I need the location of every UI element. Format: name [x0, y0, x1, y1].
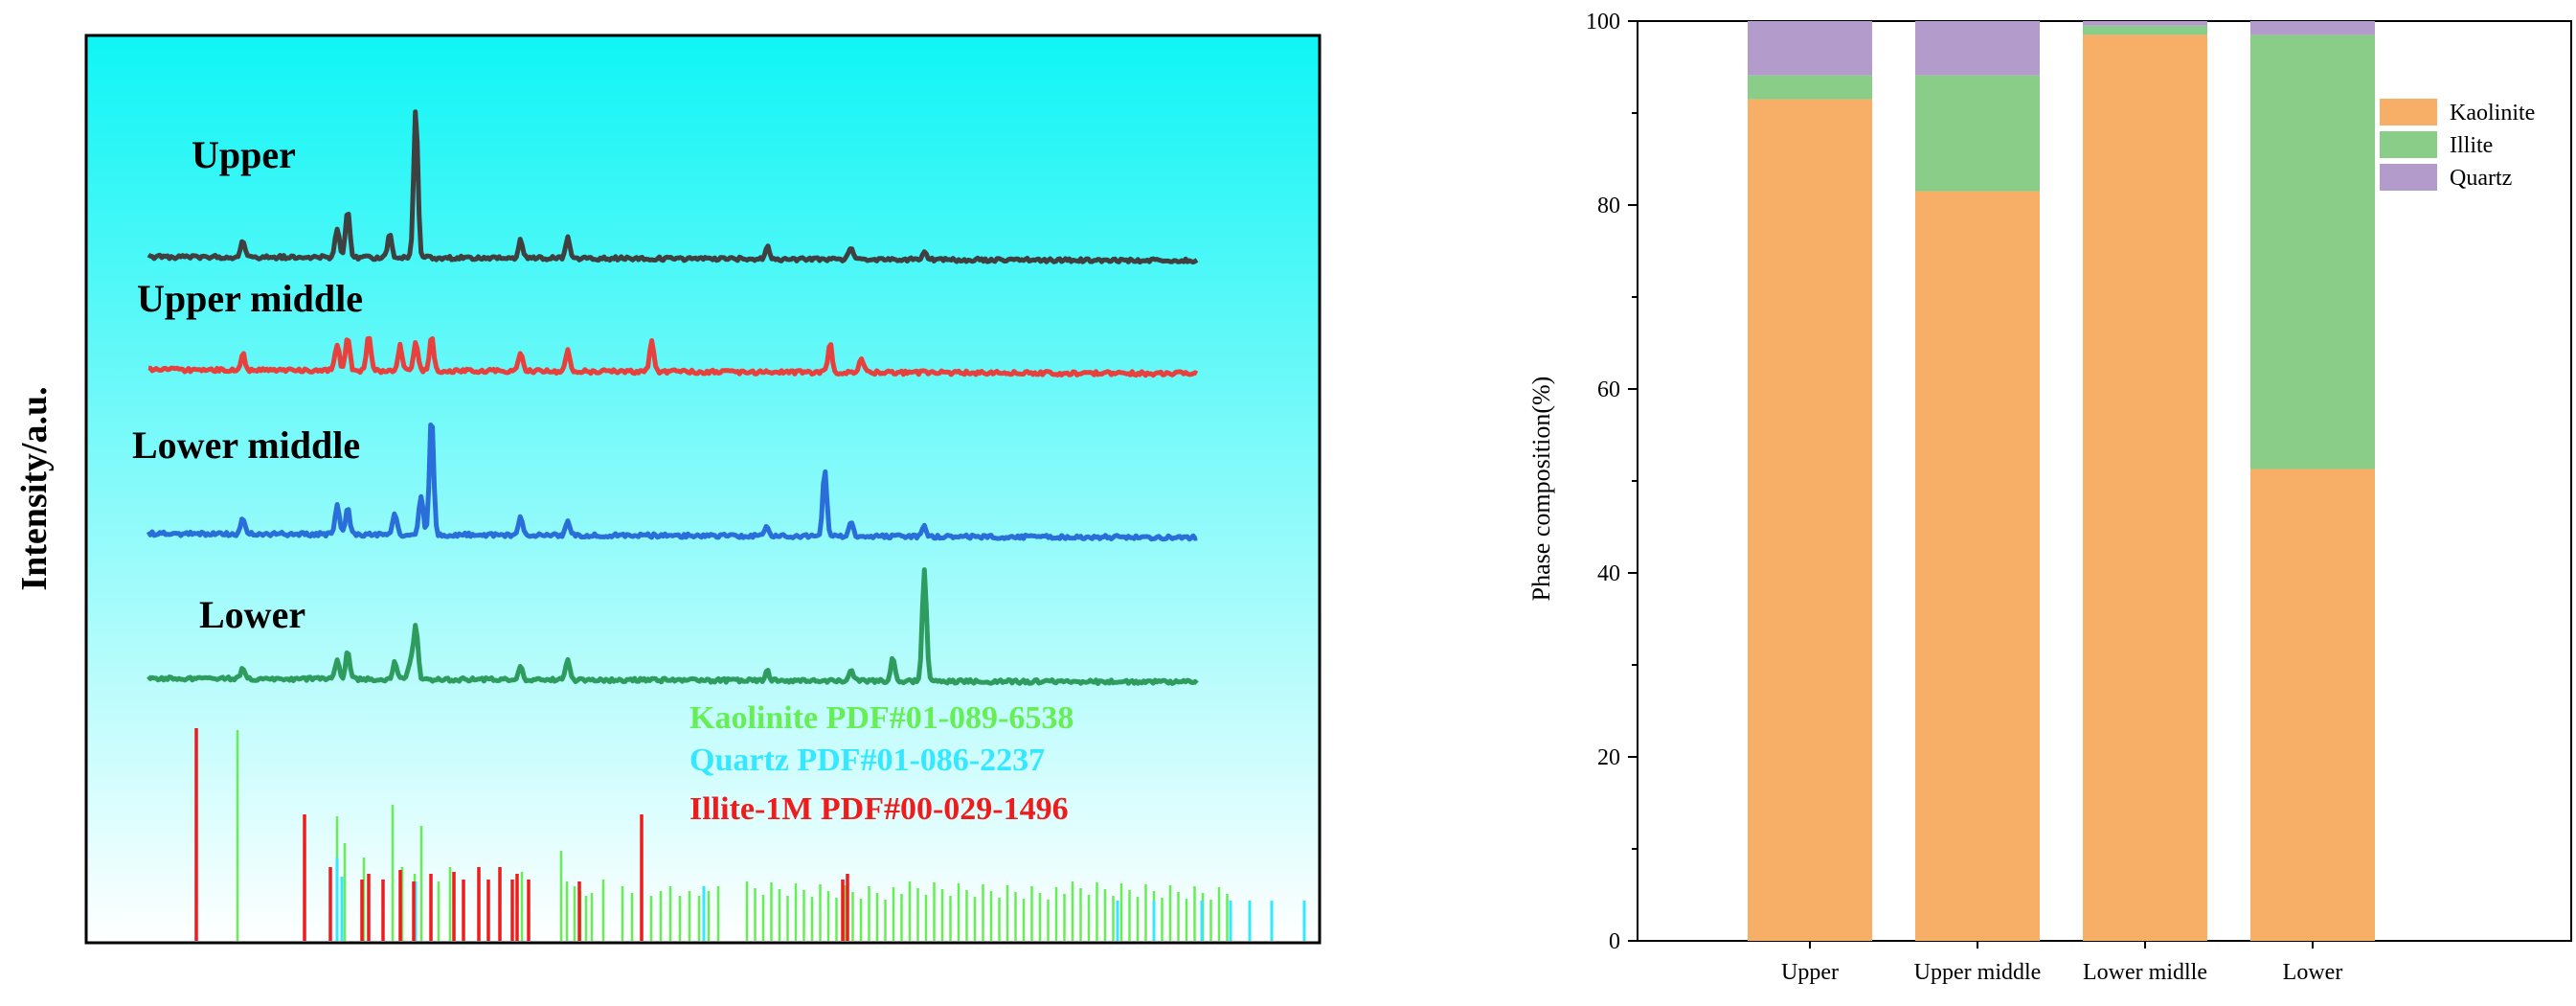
legend-swatch-kaolinite [2380, 99, 2437, 126]
reference-label: Quartz PDF#01-086-2237 [689, 743, 1045, 778]
xrd-sample-labels: Upper Upper middle Lower middle Lower [132, 133, 363, 636]
sample-label: Upper middle [137, 277, 363, 320]
bar-segment-quartz [2083, 21, 2207, 26]
x-category-label: Lower [2283, 960, 2343, 985]
trace-lower-middle [146, 423, 1198, 542]
y-tick-label: 0 [1609, 929, 1620, 954]
trace-lower [147, 567, 1199, 686]
y-tick-label: 100 [1586, 10, 1620, 34]
stacked-bars [1748, 21, 2375, 942]
bar-segment-kaolinite [1915, 191, 2040, 942]
bar-segment-illite [2083, 25, 2207, 35]
y-ticks: 0 20 40 60 80 100 [1586, 10, 1638, 954]
legend-label: Illite [2450, 133, 2493, 158]
legend-swatch-illite [2380, 131, 2437, 158]
reference-legend: Kaolinite PDF#01-089-6538 Quartz PDF#01-0… [689, 700, 1073, 827]
legend-swatch-quartz [2380, 164, 2437, 191]
bar-segment-quartz [1915, 21, 2040, 76]
phase-composition-chart: 0 20 40 60 80 100 Upper Upper middle Lower midl… [1494, 0, 2576, 1001]
legend-label: Kaolinite [2450, 101, 2535, 126]
x-category-label: Upper [1781, 960, 1839, 985]
xrd-pattern-chart: Upper Upper middle Lower middle Lower Kaoli… [14, 34, 1322, 945]
y-axis-label: Intensity/a.u. [14, 386, 55, 590]
trace-upper [147, 109, 1199, 265]
legend-label: Quartz [2450, 166, 2512, 191]
sample-label: Lower [199, 593, 305, 636]
legend: Kaolinite Illite Quartz [2380, 99, 2535, 191]
y-tick-label: 80 [1597, 194, 1620, 218]
reference-sticks [194, 728, 1306, 941]
plot-frame [84, 34, 1322, 945]
trace-upper-middle [147, 335, 1199, 378]
bar-segment-illite [2250, 34, 2375, 469]
bar-segment-kaolinite [1748, 99, 1872, 942]
bar-plot: 0 20 40 60 80 100 Upper Upper middle Lower midl… [1527, 10, 2572, 985]
sample-label: Lower middle [132, 423, 360, 467]
xrd-traces [146, 109, 1199, 686]
reference-label: Illite-1M PDF#00-029-1496 [689, 791, 1069, 827]
xrd-plot: Upper Upper middle Lower middle Lower Kaoli… [14, 34, 1322, 945]
bar-segment-illite [1915, 75, 2040, 192]
bar-segment-kaolinite [2083, 34, 2207, 941]
reference-label: Kaolinite PDF#01-089-6538 [689, 700, 1073, 736]
bar-segment-quartz [1748, 21, 1872, 76]
bar-segment-illite [1748, 75, 1872, 100]
y-tick-label: 60 [1597, 377, 1620, 402]
x-category-labels: Upper Upper middle Lower midlle Lower [1781, 941, 2342, 985]
x-category-label: Upper middle [1914, 960, 2042, 985]
y-tick-label: 20 [1597, 745, 1620, 770]
y-axis-label: Phase composition(%) [1527, 377, 1555, 602]
x-category-label: Lower midlle [2083, 960, 2207, 985]
y-tick-label: 40 [1597, 561, 1620, 586]
bar-segment-kaolinite [2250, 469, 2375, 941]
bar-segment-quartz [2250, 21, 2375, 35]
sample-label: Upper [192, 133, 296, 176]
